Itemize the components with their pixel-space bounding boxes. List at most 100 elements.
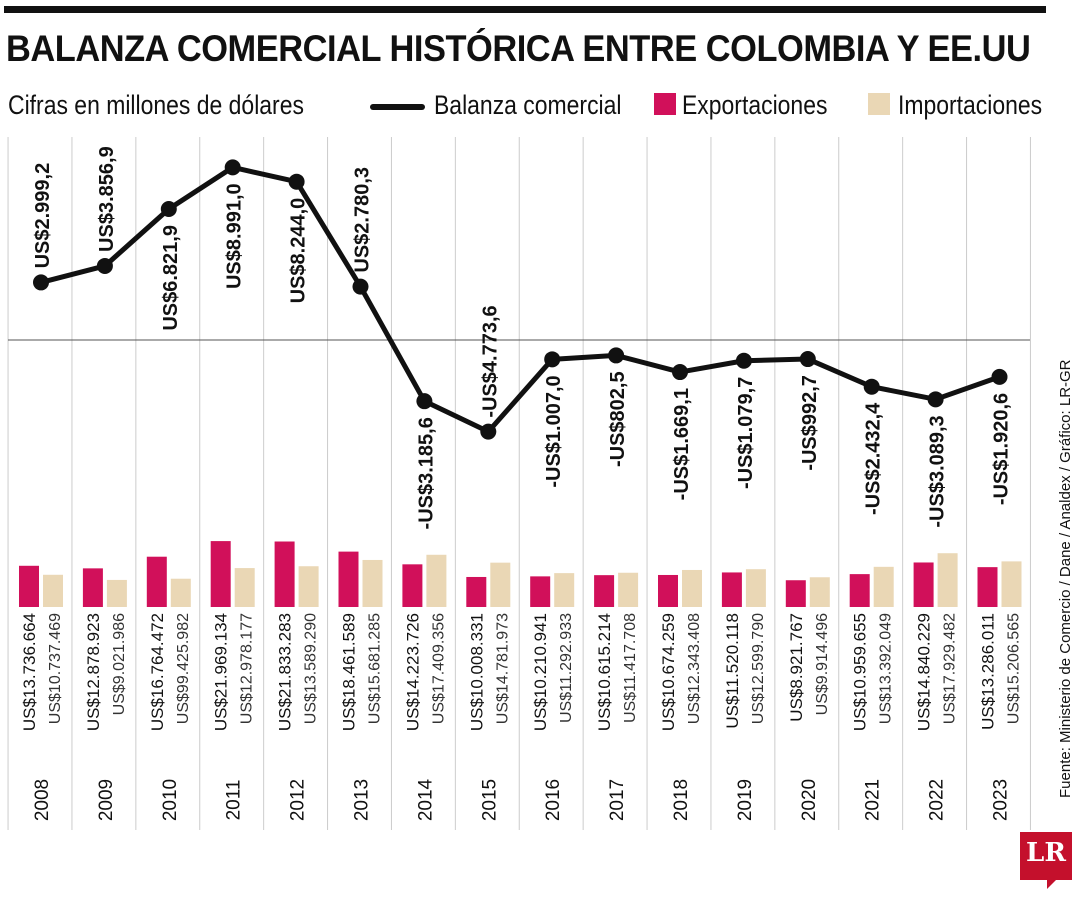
export-value-label: US$10.008.331	[467, 613, 486, 731]
export-bar	[338, 551, 359, 607]
import-bar	[937, 553, 958, 607]
export-bar	[594, 575, 615, 607]
balanza-point	[33, 274, 49, 291]
import-value-label: US$11.417.708	[622, 613, 639, 723]
import-bar	[170, 578, 191, 607]
balanza-value-label: -US$1.079,7	[735, 377, 757, 489]
import-value-label: US$14.781.973	[494, 613, 511, 724]
export-value-label: US$10.615.214	[595, 613, 614, 731]
year-tick-label: 2013	[352, 779, 373, 821]
import-value-label: US$9.021.986	[111, 613, 128, 715]
chart-canvas: US$13.736.664 US$10.737.469 US$12.878.923 U…	[7, 137, 1031, 830]
export-bar	[977, 567, 998, 607]
import-value-label: US$9.914.496	[814, 613, 831, 715]
import-value-label: US$11.292.933	[558, 613, 575, 723]
import-value-label: US$12.599.790	[750, 613, 767, 724]
export-bar	[785, 580, 806, 607]
export-value-label: US$13.736.664	[20, 613, 39, 731]
export-value-label: US$8.921.767	[787, 613, 806, 722]
import-bar	[809, 577, 830, 607]
import-bar	[362, 559, 383, 607]
balanza-point	[288, 173, 305, 190]
import-value-label: US$10.737.469	[47, 613, 64, 724]
balanza-value-label: US$8.244,0	[288, 198, 310, 304]
balanza-value-label: US$3.856,9	[96, 146, 118, 252]
export-value-label: US$14.223.726	[403, 613, 422, 731]
balanza-value-label: -US$802,5	[607, 371, 629, 467]
import-bar	[234, 568, 255, 607]
export-value-label: US$16.764.472	[148, 613, 167, 731]
import-bar	[554, 573, 575, 607]
year-tick-label: 2016	[543, 779, 564, 821]
balanza-point	[863, 378, 880, 395]
legend-balanza-label: Balanza comercial	[434, 90, 622, 120]
export-bar	[913, 562, 934, 607]
year-tick-label: 2015	[479, 779, 500, 821]
year-tick-label: 2012	[288, 779, 309, 821]
lr-logo-tail	[1047, 879, 1057, 889]
balanza-value-label: -US$1.920,6	[991, 393, 1013, 505]
export-value-label: US$10.210.941	[531, 613, 550, 731]
export-value-label: US$21.969.134	[212, 613, 231, 731]
year-tick-label: 2021	[863, 779, 884, 821]
export-bar	[658, 574, 678, 607]
import-value-label: US$12.343.408	[686, 613, 703, 724]
balanza-value-label: -US$992,7	[799, 375, 821, 471]
import-bar	[298, 566, 319, 607]
balanza-value-label: US$6.821,9	[160, 225, 182, 331]
lr-logo-text: LR	[1026, 838, 1066, 868]
legend-line-swatch	[370, 104, 425, 110]
balanza-point	[799, 351, 816, 368]
balanza-point	[544, 351, 561, 368]
source-note: Fuente: Ministerio de Comercio / Dane / …	[1057, 359, 1074, 798]
import-value-label: US$12.978.177	[239, 613, 256, 724]
export-value-label: US$10.959.655	[851, 613, 870, 731]
legend-exportaciones: Exportaciones	[682, 90, 853, 121]
balanza-point	[480, 423, 497, 440]
export-bar	[274, 541, 295, 607]
lr-logo: LR	[1020, 832, 1072, 880]
import-value-label: US$15.206.565	[1006, 613, 1023, 724]
export-value-label: US$14.840.229	[915, 613, 934, 731]
export-bar	[849, 574, 870, 607]
export-bar	[82, 568, 103, 607]
balanza-point	[735, 352, 752, 369]
balanza-point	[927, 391, 944, 408]
balanza-value-label: -US$4.773,6	[479, 305, 501, 417]
balanza-value-label: -US$2.432,4	[863, 402, 885, 515]
import-value-label: US$15.681.285	[367, 613, 384, 724]
balanza-value-label: -US$1.669,1	[671, 388, 693, 500]
import-bar	[106, 579, 127, 607]
legend-import-swatch	[868, 93, 890, 115]
balanza-value-label: -US$3.185,6	[415, 417, 437, 529]
export-bar	[721, 572, 742, 607]
balanza-point	[224, 159, 241, 176]
balanza-point	[416, 393, 433, 410]
chart-title: BALANZA COMERCIAL HISTÓRICA ENTRE COLOMB…	[6, 28, 1031, 69]
top-rule	[4, 6, 1046, 13]
export-value-label: US$13.286.011	[979, 613, 998, 730]
import-bar	[618, 572, 639, 607]
import-bar	[873, 566, 894, 607]
export-value-label: US$10.674.259	[659, 613, 678, 731]
import-value-label: US$17.409.356	[430, 613, 447, 724]
balanza-value-label: -US$3.089,3	[927, 415, 949, 527]
year-tick-label: 2008	[32, 779, 53, 821]
year-tick-label: 2010	[160, 779, 181, 821]
year-tick-label: 2020	[799, 779, 820, 821]
legend-importaciones: Importaciones	[898, 90, 1068, 121]
import-bar	[426, 554, 447, 607]
import-bar	[745, 569, 766, 607]
balanza-point	[991, 368, 1008, 385]
year-tick-label: 2014	[415, 778, 436, 821]
legend-balanza: Balanza comercial	[434, 90, 655, 121]
balanza-point	[608, 347, 625, 364]
export-bar	[19, 565, 39, 607]
year-tick-label: 2022	[927, 779, 948, 821]
export-value-label: US$21.833.283	[276, 613, 295, 731]
balanza-value-label: US$2.780,3	[352, 167, 374, 273]
export-value-label: US$12.878.923	[84, 613, 103, 731]
balanza-value-label: -US$1.007,0	[543, 375, 565, 487]
balanza-point	[672, 364, 688, 381]
import-bar	[1001, 561, 1022, 607]
